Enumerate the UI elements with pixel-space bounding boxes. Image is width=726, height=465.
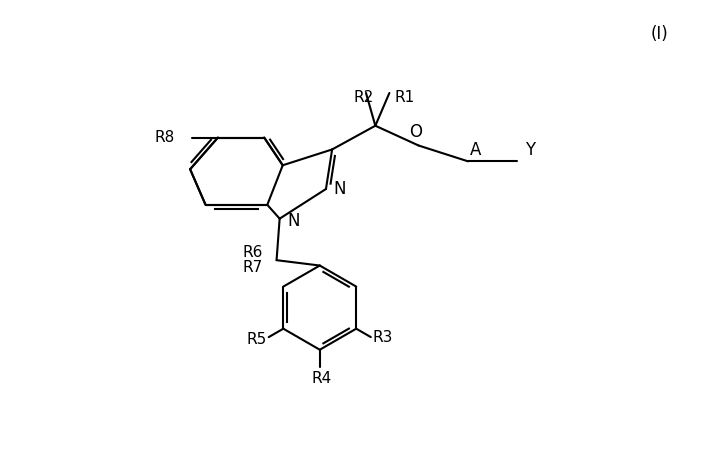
Text: A: A <box>470 140 481 159</box>
Text: (I): (I) <box>650 25 669 43</box>
Text: Y: Y <box>525 140 535 159</box>
Text: N: N <box>333 180 346 198</box>
Text: R6: R6 <box>242 245 263 260</box>
Text: R2: R2 <box>354 90 373 105</box>
Text: R4: R4 <box>311 371 332 386</box>
Text: O: O <box>409 123 423 141</box>
Text: R5: R5 <box>247 332 267 347</box>
Text: R8: R8 <box>155 130 175 145</box>
Text: R7: R7 <box>242 260 263 275</box>
Text: R3: R3 <box>372 330 393 345</box>
Text: R1: R1 <box>394 90 415 105</box>
Text: N: N <box>287 213 300 231</box>
